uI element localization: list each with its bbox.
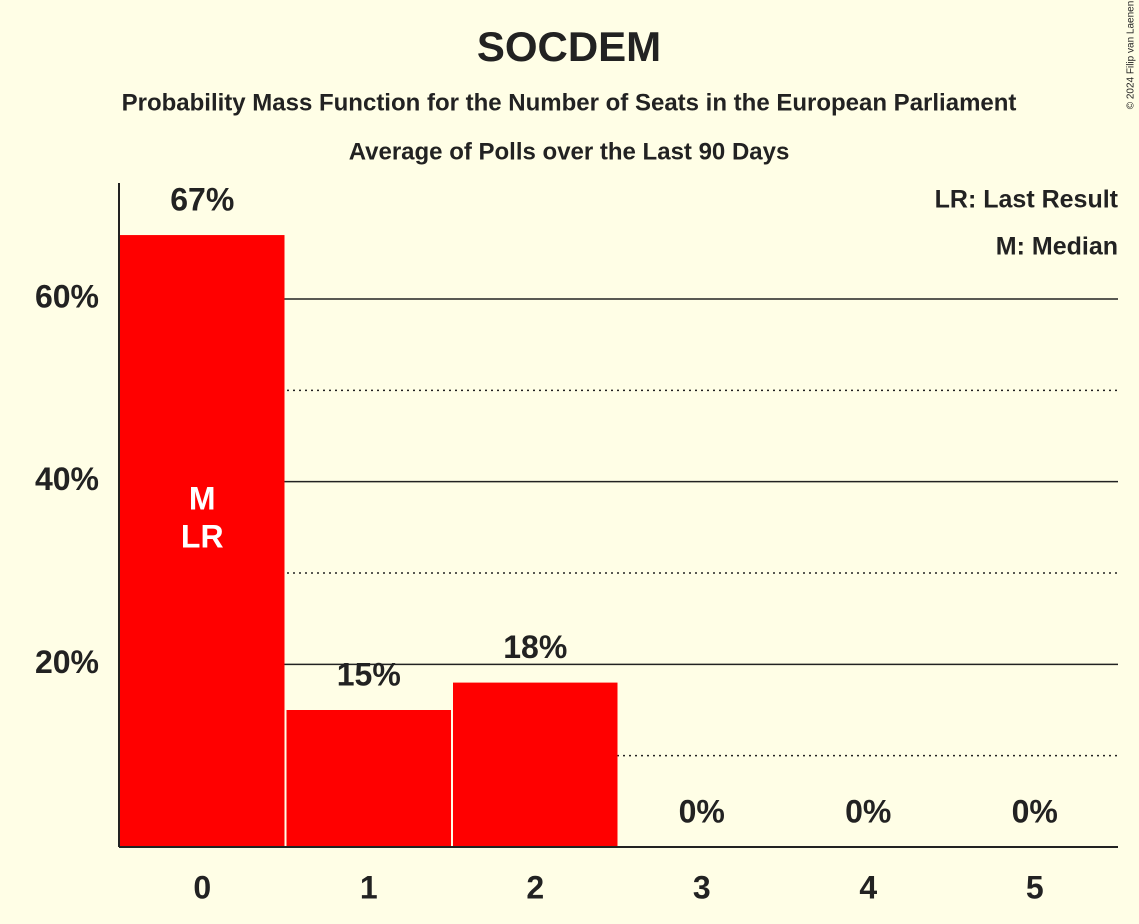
x-tick-label: 1 xyxy=(360,869,378,905)
bar xyxy=(286,709,451,847)
y-tick-label: 60% xyxy=(35,278,99,314)
x-tick-label: 0 xyxy=(193,869,211,905)
legend-entry: M: Median xyxy=(996,233,1118,261)
chart-title: SOCDEM xyxy=(477,23,661,70)
x-tick-label: 4 xyxy=(859,869,877,905)
data-label: 0% xyxy=(845,793,891,829)
bar xyxy=(120,235,285,847)
data-label: 0% xyxy=(1012,793,1058,829)
x-tick-label: 5 xyxy=(1026,869,1044,905)
legend-entry: LR: Last Result xyxy=(935,186,1119,214)
data-label: 18% xyxy=(503,629,567,665)
y-tick-label: 20% xyxy=(35,644,99,680)
chart-subtitle: Probability Mass Function for the Number… xyxy=(122,89,1017,116)
data-label: 15% xyxy=(337,656,401,692)
x-tick-label: 3 xyxy=(693,869,711,905)
data-label: 67% xyxy=(170,182,234,218)
bar-annotation: LR xyxy=(181,518,224,554)
x-tick-label: 2 xyxy=(526,869,544,905)
data-label: 0% xyxy=(679,793,725,829)
y-tick-label: 40% xyxy=(35,461,99,497)
bar xyxy=(453,682,618,847)
chart-subtitle: Average of Polls over the Last 90 Days xyxy=(349,138,790,165)
copyright: © 2024 Filip van Laenen xyxy=(1126,1,1137,110)
bar-annotation: M xyxy=(189,480,216,516)
